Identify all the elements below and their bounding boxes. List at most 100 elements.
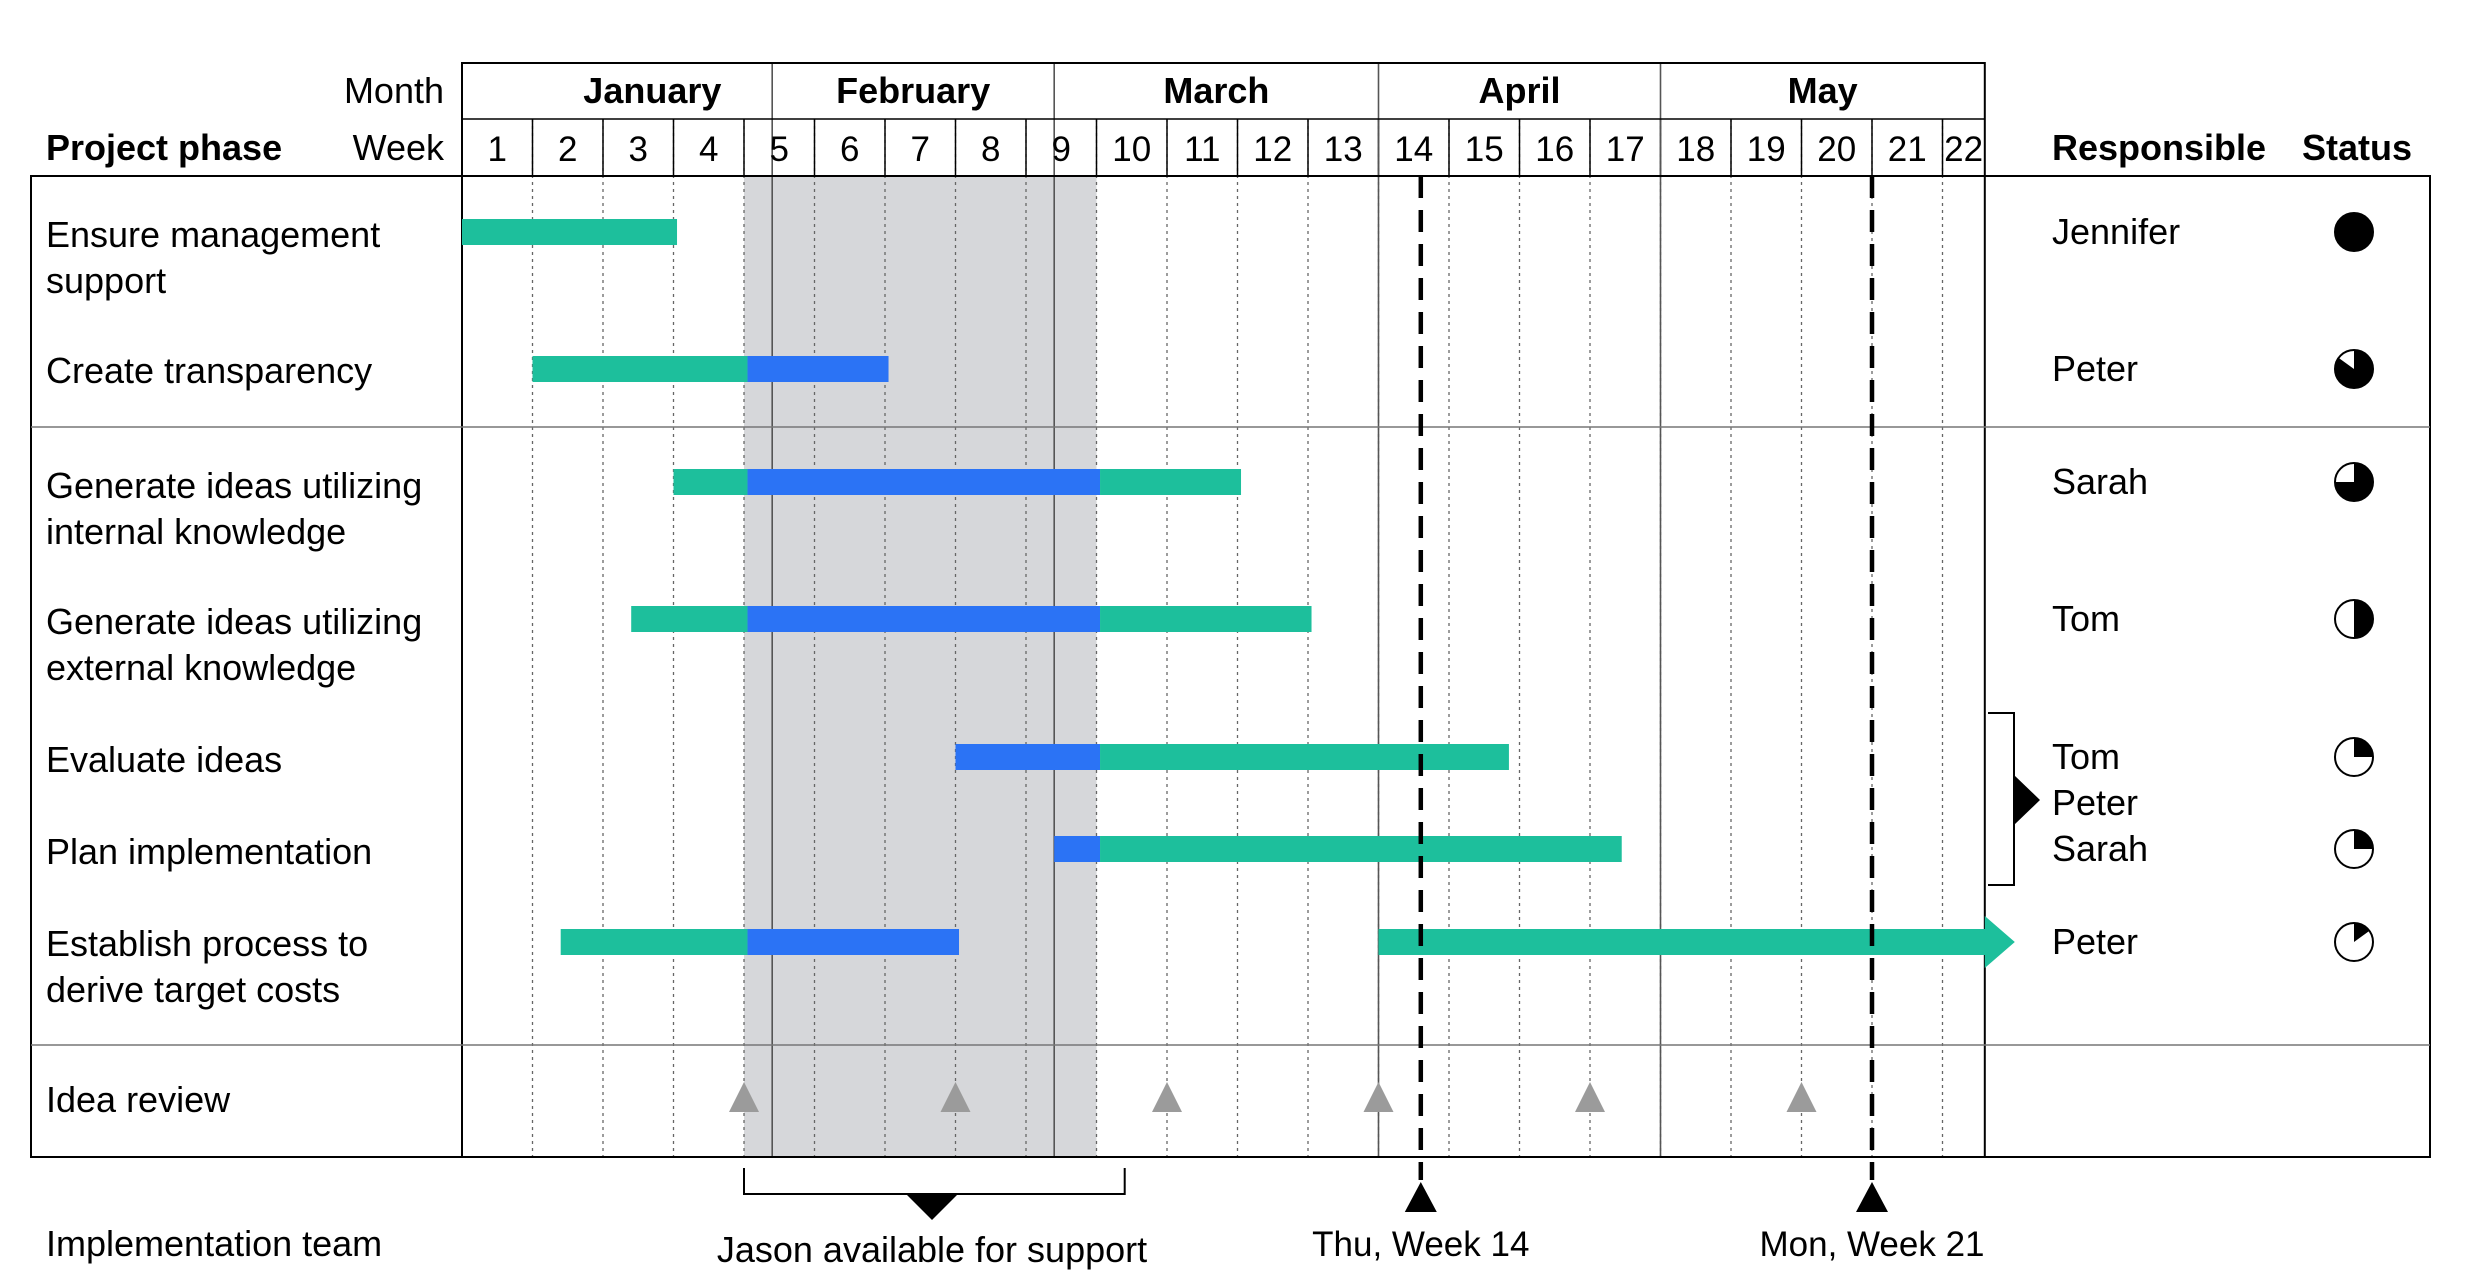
date-marker-pointer — [1404, 1182, 1437, 1212]
status-ball-fill — [2335, 463, 2373, 501]
task-label: external knowledge — [46, 647, 356, 688]
status-column — [2334, 212, 2374, 962]
week-label: 21 — [1888, 130, 1927, 169]
responsible-name: Tom — [2052, 598, 2120, 639]
task-bar-planned — [560, 929, 748, 955]
week-label: 14 — [1394, 130, 1433, 169]
task-bar-planned — [631, 606, 748, 632]
week-label: 11 — [1184, 130, 1220, 169]
week-label: 16 — [1535, 130, 1574, 169]
responsible-name: Peter — [2052, 921, 2138, 962]
status-ball-fill — [2354, 738, 2373, 757]
week-grid — [531, 63, 1944, 1157]
timeline-header: Month Week Project phase Responsible Sta… — [46, 62, 2412, 177]
task-labels: Ensure management support Create transpare… — [46, 214, 422, 1010]
week-label: 2 — [558, 130, 577, 169]
task-bar-in-progress — [747, 606, 1101, 632]
task-label: Generate ideas utilizing — [46, 601, 422, 642]
week-label: 12 — [1253, 130, 1292, 169]
responsible-name: Sarah — [2052, 461, 2148, 502]
month-label: April — [1478, 70, 1560, 111]
chart-body-box — [30, 175, 2431, 1158]
shared-responsible-name: Sarah — [2052, 828, 2148, 869]
task-bar-arrow — [1378, 916, 2015, 968]
week-label: 22 — [1944, 130, 1983, 169]
bottom-annotations: Implementation team Jason available for s… — [46, 1168, 1147, 1270]
week-label: 1 — [488, 130, 507, 169]
date-marker-pointer — [1856, 1182, 1888, 1212]
task-bar-planned — [462, 219, 678, 245]
week-label: 15 — [1465, 130, 1504, 169]
task-label: Establish process to — [46, 923, 368, 964]
week-label: 9 — [1052, 130, 1071, 169]
shared-responsible-name: Tom — [2052, 736, 2120, 777]
review-label: Idea review — [46, 1079, 231, 1120]
shared-bracket-pointer — [2014, 775, 2040, 825]
task-label: support — [46, 260, 166, 301]
week-label: 20 — [1817, 130, 1856, 169]
task-bar-in-progress — [747, 929, 960, 955]
status-ball-fill — [2335, 213, 2373, 251]
month-label: January — [583, 70, 721, 111]
project-phase-header: Project phase — [46, 127, 282, 168]
date-marker-label: Thu, Week 14 — [1312, 1225, 1529, 1264]
task-bar-planned — [673, 469, 748, 495]
task-bar-in-progress — [955, 744, 1101, 770]
shaded-period-rect — [744, 176, 1097, 1157]
review-milestone — [1152, 1082, 1182, 1112]
chart-frame — [30, 175, 2431, 1158]
week-label: 6 — [840, 130, 859, 169]
week-label: 17 — [1606, 130, 1645, 169]
task-bar-planned — [1100, 469, 1242, 495]
task-label: Ensure management — [46, 214, 380, 255]
task-bar-in-progress — [1054, 836, 1101, 862]
week-row-label: Week — [353, 127, 445, 168]
status-ball-fill — [2354, 923, 2370, 942]
review-milestone — [1786, 1082, 1817, 1112]
week-label: 8 — [981, 130, 1000, 169]
shared-bracket — [1988, 712, 2015, 886]
support-label: Jason available for support — [717, 1229, 1147, 1270]
task-label: Create transparency — [46, 350, 372, 391]
month-label: May — [1788, 70, 1858, 111]
shaded-period — [744, 176, 1097, 1157]
task-label: Evaluate ideas — [46, 739, 282, 780]
review-milestone — [1575, 1082, 1605, 1112]
task-bar-planned — [1100, 836, 1622, 862]
week-label: 18 — [1676, 130, 1715, 169]
week-label: 19 — [1747, 130, 1786, 169]
task-bar-in-progress — [747, 469, 1101, 495]
task-bar-planned — [1100, 606, 1312, 632]
implementation-team-label: Implementation team — [46, 1223, 382, 1264]
month-label: March — [1163, 70, 1269, 111]
task-label: internal knowledge — [46, 511, 346, 552]
task-bar-in-progress — [747, 356, 889, 382]
responsible-header: Responsible — [2052, 127, 2266, 168]
review-milestone — [940, 1082, 971, 1112]
shared-responsible-name: Peter — [2052, 782, 2138, 823]
support-bracket-pointer — [906, 1194, 958, 1220]
week-label: 10 — [1112, 130, 1151, 169]
task-bar-planned — [532, 356, 748, 382]
responsible-name: Jennifer — [2052, 211, 2180, 252]
status-ball-fill — [2334, 350, 2373, 388]
week-label: 7 — [911, 130, 930, 169]
responsible-name: Peter — [2052, 348, 2138, 389]
month-label: February — [836, 70, 990, 111]
review-milestone — [729, 1082, 759, 1112]
status-header: Status — [2302, 127, 2412, 168]
task-bar-planned — [1100, 744, 1509, 770]
date-markers: Thu, Week 14 Mon, Week 21 — [1312, 176, 1985, 1264]
week-label: 13 — [1324, 130, 1363, 169]
task-label: derive target costs — [46, 969, 340, 1010]
status-ball-fill — [2354, 600, 2373, 638]
support-bracket — [743, 1168, 1126, 1195]
date-marker-label: Mon, Week 21 — [1759, 1225, 1984, 1264]
task-label: Plan implementation — [46, 831, 372, 872]
task-bars — [462, 219, 2015, 968]
month-row-label: Month — [344, 70, 444, 111]
status-ball-fill — [2354, 830, 2373, 849]
task-label: Generate ideas utilizing — [46, 465, 422, 506]
idea-review-row: Idea review — [46, 1079, 1817, 1120]
